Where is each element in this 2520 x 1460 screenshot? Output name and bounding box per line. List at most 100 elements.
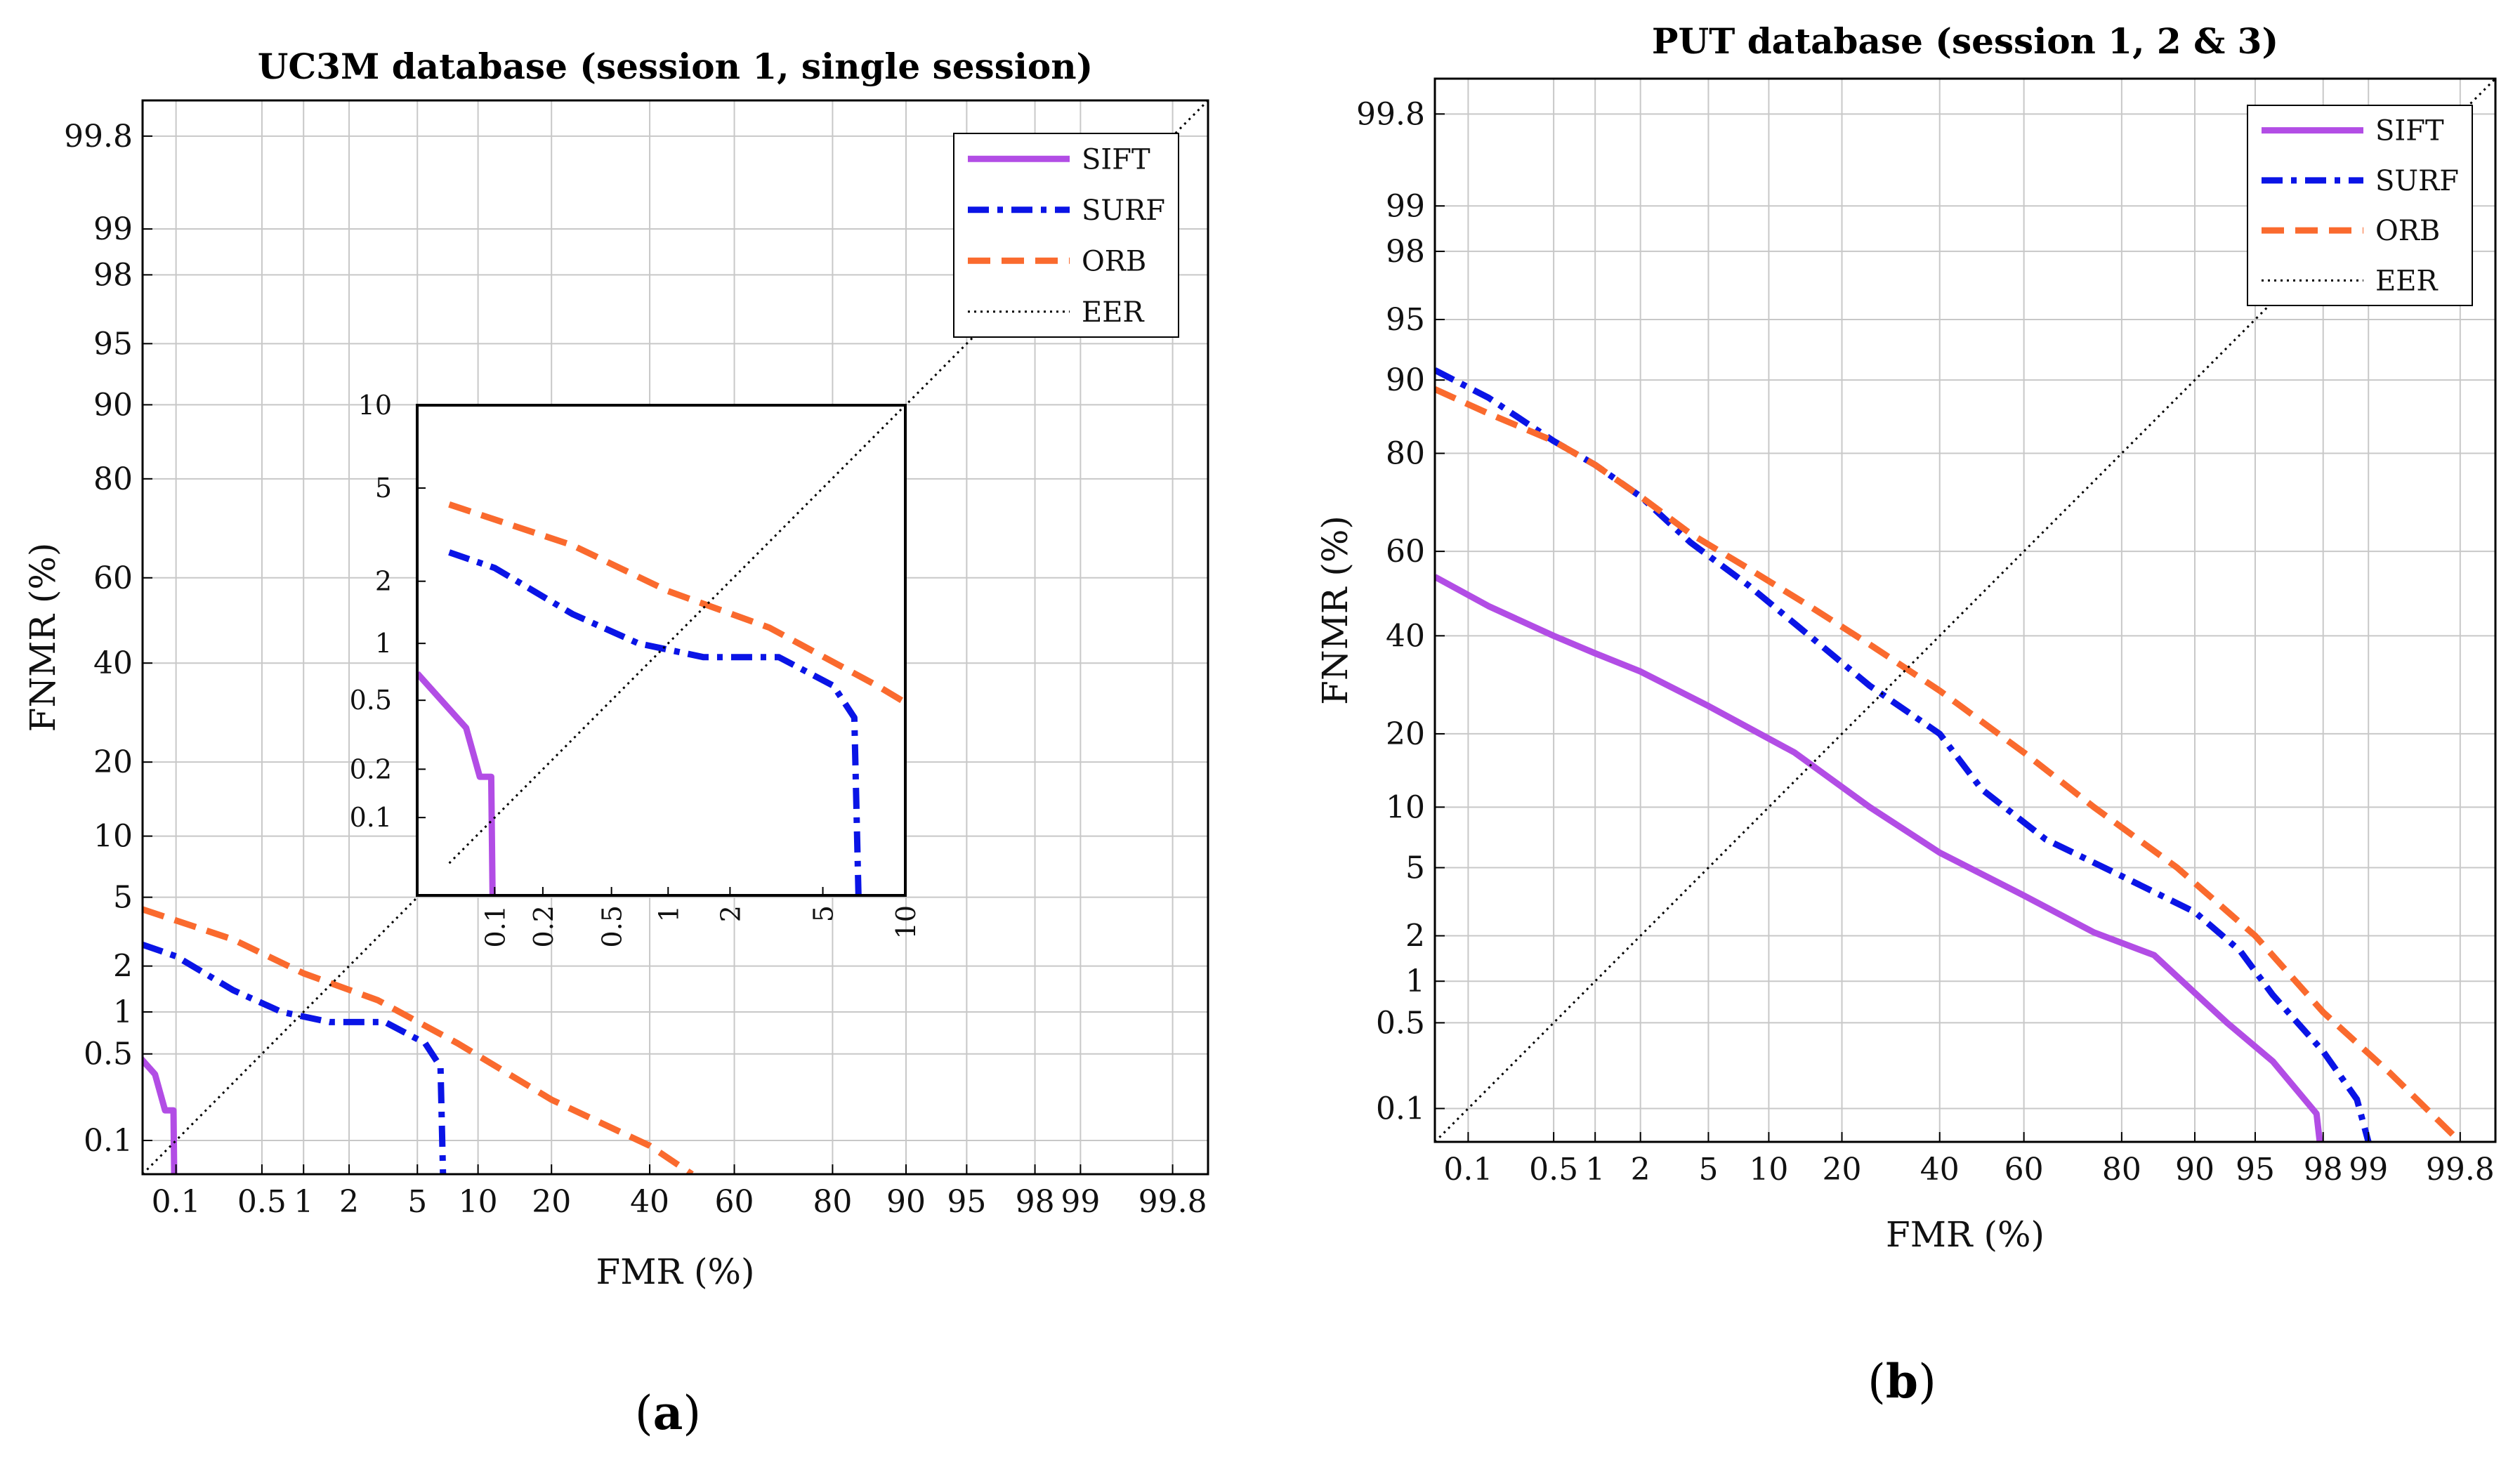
x-tick-label: 5	[1698, 1152, 1718, 1188]
y-tick-label: 0.5	[84, 1037, 133, 1072]
inset-x-tick-label: 2	[715, 905, 746, 922]
inset-y-tick-label: 0.5	[350, 685, 392, 716]
x-tick-label: 90	[2175, 1152, 2214, 1188]
x-tick-label: 40	[630, 1184, 669, 1220]
x-tick-label: 99.8	[1138, 1184, 1207, 1220]
y-tick-label: 99.8	[1356, 96, 1425, 132]
y-tick-label: 20	[1386, 716, 1425, 752]
y-tick-label: 90	[1386, 362, 1425, 398]
y-tick-label: 80	[93, 461, 133, 497]
panel-b-put-chart: 0.1 0.5 1 2 5 10 20 40 60 80 90 95 98 99 99.80.10.5125…	[1315, 20, 2497, 1409]
inset-x-tick-label: 10	[891, 905, 921, 939]
inset-series-line-sift	[417, 671, 496, 895]
panel-label-close-paren: )	[683, 1386, 701, 1440]
x-tick-label: 98	[1016, 1184, 1055, 1220]
x-tick-label: 1	[1585, 1152, 1605, 1188]
y-tick-label: 2	[113, 949, 133, 985]
y-tick-label: 99	[1386, 188, 1425, 224]
y-tick-label: 0.1	[1376, 1091, 1425, 1126]
axis-frame	[1433, 77, 2497, 1143]
inset-x-tick-label: 5	[808, 905, 839, 922]
x-tick-label: 2	[1631, 1152, 1651, 1188]
y-tick-label: 0.5	[1376, 1005, 1425, 1041]
x-tick-label: 0.1	[1443, 1152, 1492, 1188]
y-tick-label: 98	[93, 257, 133, 293]
y-tick-label: 5	[113, 880, 133, 916]
x-tick-label: 98	[2304, 1152, 2343, 1188]
x-tick-label: 60	[2004, 1152, 2044, 1188]
axis-frame	[141, 99, 1209, 1176]
y-tick-label: 20	[93, 744, 133, 780]
panel-a-uc3m-chart: 0.1 0.5 1 2 5 10 20 40 60 80 90 95 98 99 99.80.10.5125…	[22, 46, 1209, 1440]
y-tick-label: 60	[1386, 534, 1425, 570]
inset-y-tick-label: 0.2	[350, 754, 392, 784]
x-axis-title: FMR (%)	[1886, 1214, 2045, 1255]
inset-x-tick-label: 0.2	[528, 905, 559, 947]
x-tick-label: 20	[532, 1184, 571, 1220]
x-tick-label: 5	[407, 1184, 427, 1220]
y-tick-label: 95	[93, 326, 133, 362]
zoom-inset: 0.1 0.2 0.5 1 2 5 10 0.1 0.2 0.5 1 2 5 10	[350, 390, 921, 947]
y-tick-label: 1	[1405, 964, 1425, 999]
series-line-orb	[143, 906, 694, 1174]
inset-series-line-orb	[448, 501, 905, 706]
y-tick-label: 40	[93, 645, 133, 681]
y-tick-label: 5	[1405, 850, 1425, 886]
x-tick-label: 99	[1061, 1184, 1100, 1220]
y-tick-label: 98	[1386, 234, 1425, 270]
x-tick-label: 1	[294, 1184, 313, 1220]
panel-label-close-paren: )	[1918, 1355, 1936, 1409]
x-tick-label: 40	[1920, 1152, 1960, 1188]
x-tick-label: 95	[2236, 1152, 2275, 1188]
inset-x-tick-label: 1	[653, 905, 684, 922]
x-tick-label: 2	[339, 1184, 359, 1220]
y-tick-label: 80	[1386, 436, 1425, 472]
inset-series-group	[417, 405, 905, 895]
y-axis-title: FNMR (%)	[1315, 515, 1356, 705]
inset-x-tick-label: 0.1	[480, 905, 511, 947]
series-group	[1435, 79, 2495, 1142]
series-line-surf	[143, 941, 447, 1174]
legend-label-orb: ORB	[1082, 245, 1146, 277]
x-tick-label: 10	[1749, 1152, 1788, 1188]
legend-label-sift: SIFT	[2375, 115, 2444, 147]
x-tick-label: 0.5	[237, 1184, 287, 1220]
inset-y-tick-label: 2	[375, 566, 392, 597]
y-tick-label: 99.8	[64, 119, 133, 154]
y-axis-title: FNMR (%)	[22, 543, 63, 732]
x-tick-label: 99.8	[2426, 1152, 2495, 1188]
panel-label-letter: a	[653, 1386, 683, 1440]
y-tick-label: 95	[1386, 302, 1425, 338]
inset-y-tick-label: 5	[375, 473, 392, 504]
y-tick-label: 0.1	[84, 1123, 133, 1159]
panel-label: (b)	[1868, 1354, 1936, 1409]
y-tick-label: 2	[1405, 919, 1425, 954]
x-tick-label: 99	[2349, 1152, 2388, 1188]
y-tick-label: 1	[113, 994, 133, 1030]
legend: SIFT SURF ORB EER	[2247, 105, 2473, 306]
panel-label: (a)	[635, 1386, 701, 1440]
inset-y-tick-label: 0.1	[350, 802, 392, 833]
x-tick-label: 0.5	[1529, 1152, 1578, 1188]
y-tick-label: 10	[1386, 789, 1425, 825]
x-tick-label: 80	[2102, 1152, 2141, 1188]
y-tick-label: 10	[93, 819, 133, 855]
x-axis-title: FMR (%)	[596, 1251, 755, 1292]
legend-label-eer: EER	[1082, 296, 1145, 329]
series-line-orb	[1435, 386, 2462, 1142]
legend-label-eer: EER	[2375, 265, 2439, 297]
legend-label-sift: SIFT	[1082, 143, 1150, 176]
y-tick-label: 99	[93, 211, 133, 247]
chart-title: PUT database (session 1, 2 & 3)	[1652, 20, 2278, 62]
inset-series-line-surf	[448, 549, 862, 895]
x-tick-label: 60	[715, 1184, 754, 1220]
x-tick-label: 10	[459, 1184, 498, 1220]
chart-title: UC3M database (session 1, single session…	[258, 46, 1093, 87]
x-tick-label: 0.1	[152, 1184, 201, 1220]
panel-label-open-paren: (	[635, 1386, 653, 1440]
inset-frame	[416, 404, 907, 897]
legend-box	[2247, 105, 2473, 306]
y-tick-label: 60	[93, 560, 133, 596]
panel-label-open-paren: (	[1868, 1355, 1886, 1409]
